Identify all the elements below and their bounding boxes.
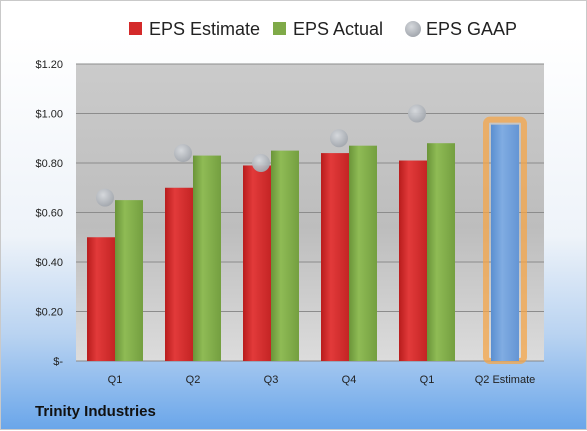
eps-actual-bar: [115, 200, 143, 361]
eps-gaap-marker: [174, 144, 192, 163]
eps-estimate-bar: [87, 237, 115, 361]
eps-estimate-bar: [321, 153, 349, 361]
eps-actual-bar: [193, 155, 221, 361]
legend-swatch: [129, 22, 142, 35]
legend-label: EPS Actual: [293, 19, 383, 39]
x-tick-label: Q2 Estimate: [475, 374, 536, 386]
y-tick-label: $1.20: [35, 59, 63, 71]
eps-estimate-bar: [399, 160, 427, 361]
legend-label: EPS GAAP: [426, 19, 517, 39]
y-tick-label: $-: [53, 356, 63, 368]
x-tick-label: Q1: [108, 374, 123, 386]
x-axis-ticks: Q1 Q2 Q3 Q4 Q1 Q2 Estimate: [108, 374, 536, 386]
x-tick-label: Q2: [186, 374, 201, 386]
legend: EPS Estimate EPS Actual EPS GAAP: [129, 19, 517, 39]
q2-estimate-bar: [491, 124, 519, 361]
eps-estimate-bar: [243, 165, 271, 361]
company-name: Trinity Industries: [35, 403, 156, 420]
grid-lines: [76, 63, 544, 362]
eps-actual-bar: [427, 143, 455, 361]
x-tick-label: Q4: [342, 374, 357, 386]
eps-actual-bar: [271, 150, 299, 361]
eps-actual-bar: [349, 145, 377, 361]
eps-estimate-bar: [165, 187, 193, 361]
legend-swatch: [273, 22, 286, 35]
y-tick-label: $1.00: [35, 109, 63, 121]
x-tick-label: Q1: [420, 374, 435, 386]
eps-gaap-marker: [96, 188, 114, 207]
y-tick-label: $0.40: [35, 257, 63, 269]
y-axis-ticks: $- $0.20 $0.40 $0.60 $0.80 $1.00 $1.20: [35, 59, 63, 368]
bars: [87, 116, 527, 364]
gaap-markers: [96, 104, 426, 207]
eps-gaap-marker: [408, 104, 426, 123]
eps-gaap-marker: [252, 154, 270, 172]
eps-gaap-marker: [330, 129, 348, 148]
y-tick-label: $0.60: [35, 208, 63, 220]
y-tick-label: $0.80: [35, 158, 63, 170]
x-tick-label: Q3: [264, 374, 279, 386]
legend-label: EPS Estimate: [149, 19, 260, 39]
legend-swatch: [405, 21, 421, 37]
y-tick-label: $0.20: [35, 307, 63, 319]
